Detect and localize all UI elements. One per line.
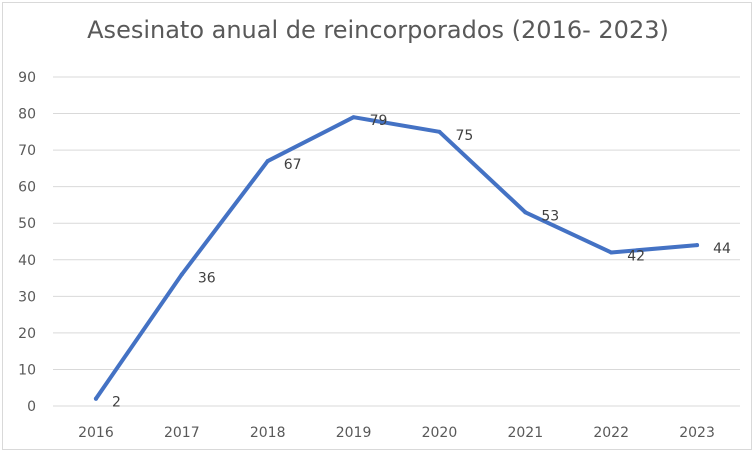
y-tick-label: 90 <box>18 70 36 86</box>
x-tick-label: 2022 <box>593 425 629 441</box>
data-label: 2 <box>112 395 121 411</box>
x-tick-label: 2019 <box>336 425 372 441</box>
y-tick-label: 10 <box>18 362 36 378</box>
data-point <box>609 250 614 255</box>
y-tick-label: 50 <box>18 216 36 232</box>
data-label: 79 <box>370 113 388 129</box>
data-point <box>265 159 270 164</box>
y-tick-label: 60 <box>18 180 36 196</box>
data-point <box>351 115 356 120</box>
data-point <box>93 396 98 401</box>
y-tick-label: 70 <box>18 143 36 159</box>
x-tick-label: 2018 <box>250 425 286 441</box>
data-point <box>179 272 184 277</box>
x-tick-label: 2017 <box>164 425 200 441</box>
data-label: 42 <box>627 248 645 264</box>
chart-title: Asesinato anual de reincorporados (2016-… <box>87 16 669 44</box>
y-tick-label: 20 <box>18 326 36 342</box>
x-tick-label: 2023 <box>679 425 715 441</box>
y-tick-label: 30 <box>18 289 36 305</box>
data-label: 75 <box>455 128 473 144</box>
x-tick-label: 2020 <box>422 425 458 441</box>
data-label: 53 <box>541 208 559 224</box>
y-tick-label: 80 <box>18 107 36 123</box>
data-label: 44 <box>713 241 731 257</box>
x-tick-label: 2016 <box>78 425 114 441</box>
data-point <box>437 129 442 134</box>
data-point <box>695 243 700 248</box>
x-tick-label: 2021 <box>507 425 543 441</box>
data-point <box>523 210 528 215</box>
y-tick-label: 0 <box>27 399 36 415</box>
data-label: 67 <box>284 157 302 173</box>
data-label: 36 <box>198 270 216 286</box>
y-tick-label: 40 <box>18 253 36 269</box>
series-line <box>93 115 700 401</box>
